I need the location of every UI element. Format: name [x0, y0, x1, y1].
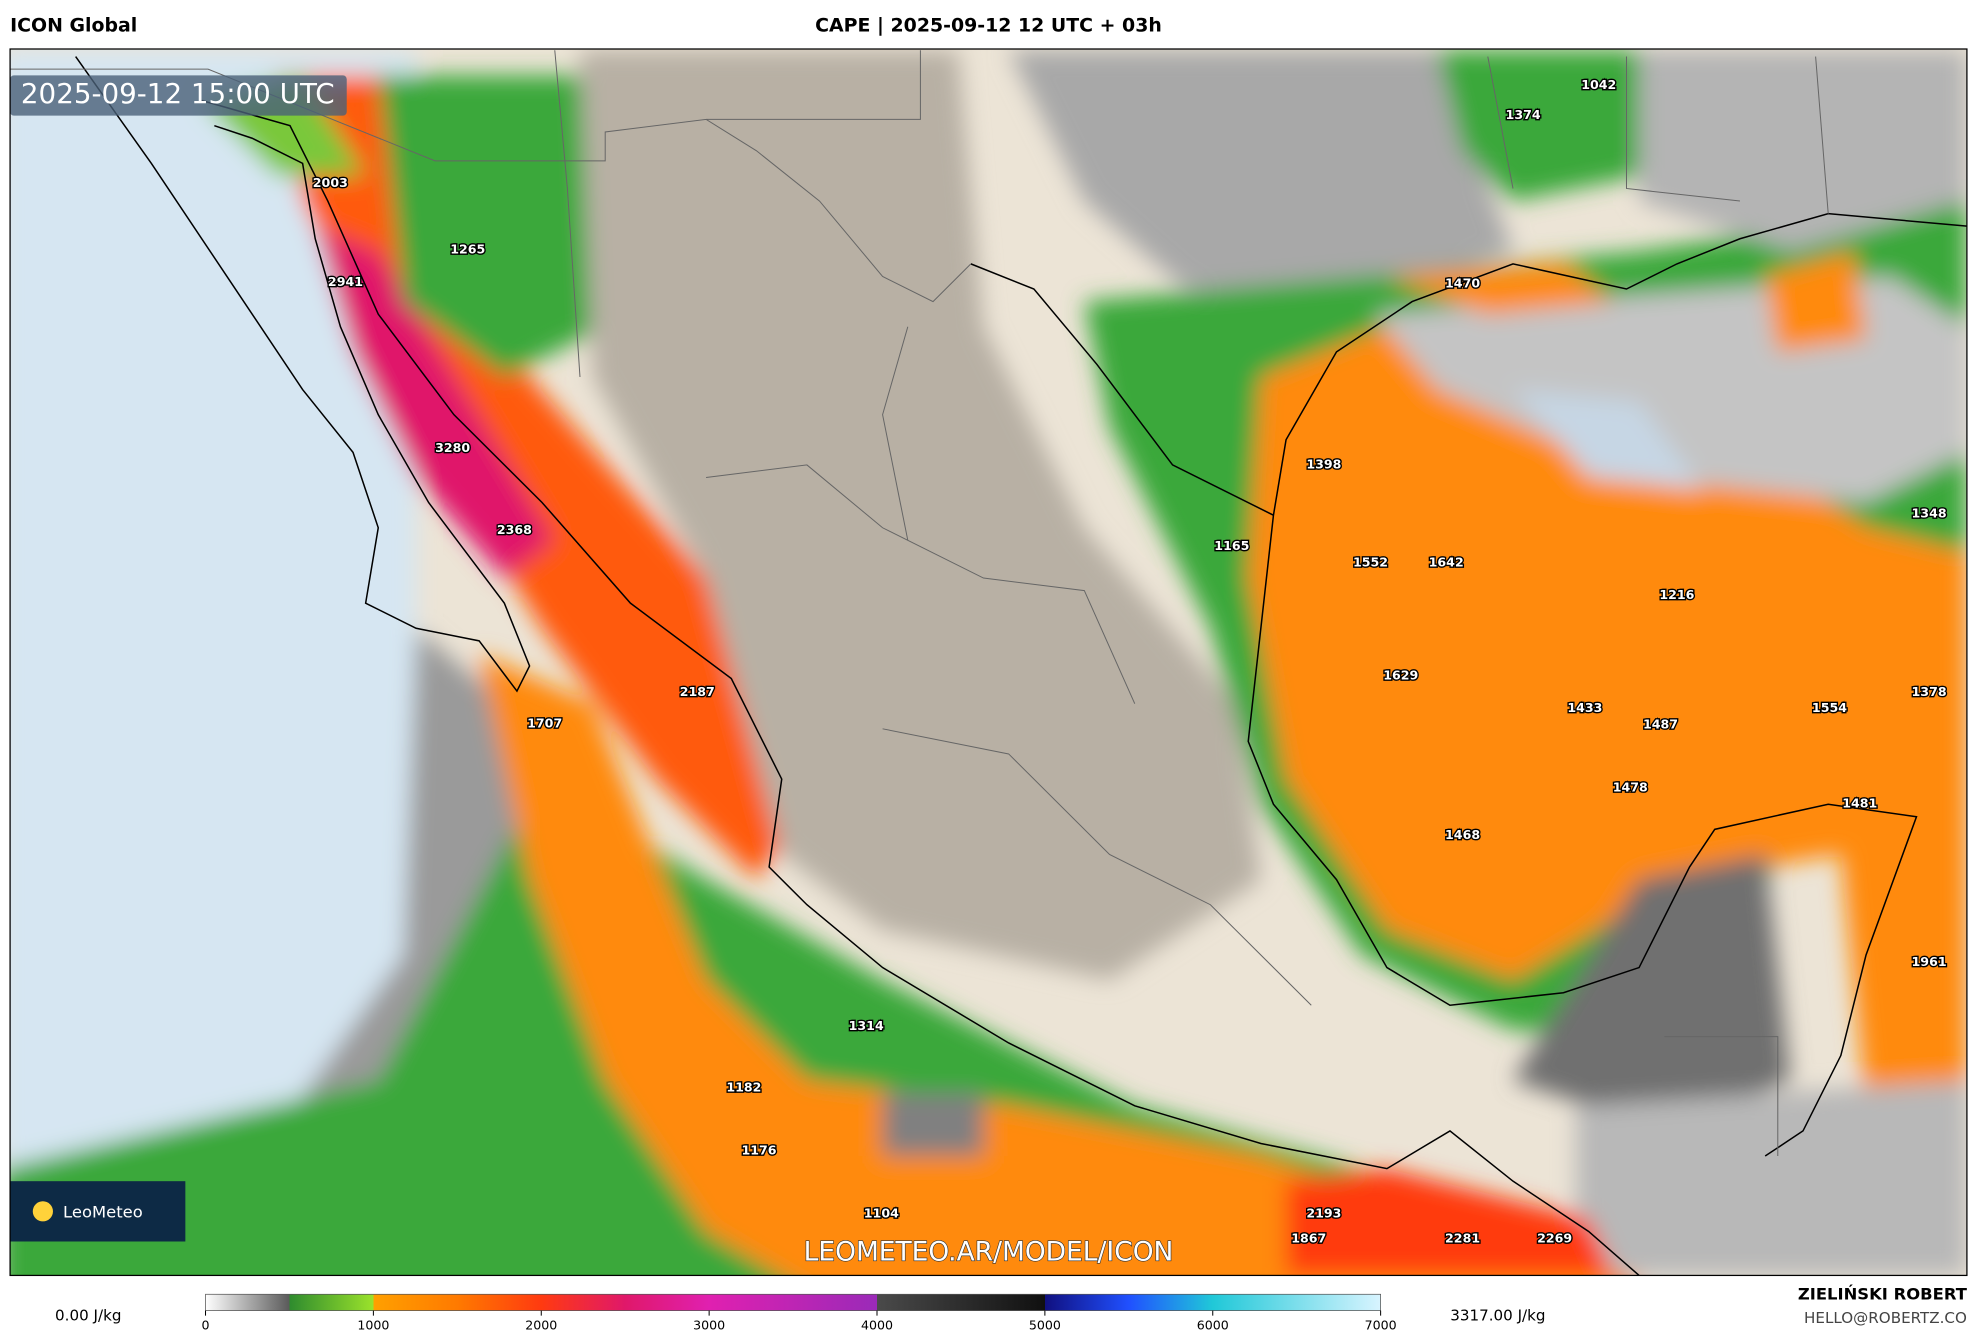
email: HELLO@ROBERTZ.CO — [1804, 1309, 1967, 1327]
point-value: 1433 — [1567, 700, 1602, 715]
point-value: 1374 — [1506, 107, 1541, 122]
point-value: 1554 — [1812, 700, 1847, 715]
map-title: CAPE | 2025-09-12 12 UTC + 03h — [815, 14, 1162, 36]
point-value: 2281 — [1445, 1231, 1480, 1246]
watermark: LEOMETEO.AR/MODEL/ICON — [804, 1236, 1174, 1267]
colorbar-tick-label: 3000 — [693, 1317, 725, 1332]
point-value: 1642 — [1429, 554, 1464, 569]
point-value: 3280 — [435, 440, 470, 455]
point-value: 1629 — [1383, 668, 1418, 683]
model-name: ICON Global — [10, 14, 137, 36]
logo: LeoMeteo — [63, 1203, 143, 1222]
min-label: 0.00 J/kg — [55, 1307, 121, 1325]
point-value: 1961 — [1912, 954, 1947, 969]
colorbar-tick-label: 7000 — [1365, 1317, 1397, 1332]
point-value: 2193 — [1306, 1205, 1341, 1220]
point-value: 1176 — [741, 1143, 776, 1158]
point-value: 2269 — [1537, 1231, 1572, 1246]
map-frame — [9, 48, 1968, 1277]
point-value: 1348 — [1912, 505, 1947, 520]
colorbar-ticks: 0 1000 2000 3000 4000 5000 6000 7000 — [202, 1310, 1397, 1332]
point-labels: 1042 1374 2003 1265 2941 1470 3280 1398 1348 2368… — [311, 76, 1948, 1247]
colorbar — [205, 1293, 1382, 1311]
point-value: 1182 — [726, 1080, 761, 1095]
point-value: 1042 — [1581, 77, 1616, 92]
colorbar-tick-label: 1000 — [357, 1317, 389, 1332]
timestamp: 2025-09-12 15:00 UTC — [21, 77, 335, 110]
point-value: 1487 — [1643, 717, 1678, 732]
colorbar-tick-label: 5000 — [1029, 1317, 1061, 1332]
timestamp-box — [10, 75, 347, 116]
point-value: 1314 — [849, 1018, 884, 1033]
point-value: 1867 — [1291, 1231, 1326, 1246]
point-value: 2187 — [680, 684, 715, 699]
colorbar-tick-label: 2000 — [525, 1317, 557, 1332]
point-value: 1470 — [1445, 276, 1480, 291]
colorbar-tick-label: 0 — [202, 1317, 210, 1332]
point-value: 1398 — [1306, 456, 1341, 471]
point-value: 1265 — [450, 242, 485, 257]
author: ZIELIŃSKI ROBERT — [1798, 1284, 1968, 1303]
point-value: 1216 — [1659, 587, 1694, 602]
max-label: 3317.00 J/kg — [1450, 1307, 1545, 1325]
map: 2025-09-12 15:00 UTC LeoMeteo LEOMETEO.A… — [10, 49, 1967, 1276]
colorbar-tick-label: 6000 — [1197, 1317, 1229, 1332]
point-value: 2003 — [313, 175, 348, 190]
point-value: 1468 — [1445, 827, 1480, 842]
point-value: 2368 — [497, 522, 532, 537]
point-value: 1707 — [527, 715, 562, 730]
point-value: 2941 — [328, 274, 363, 289]
point-value: 1104 — [864, 1205, 899, 1220]
logo-sun — [32, 1201, 53, 1222]
colorbar-tick-label: 4000 — [861, 1317, 893, 1332]
point-value: 1552 — [1353, 554, 1388, 569]
point-value: 1378 — [1912, 684, 1947, 699]
point-value: 1478 — [1613, 779, 1648, 794]
point-value: 1481 — [1842, 796, 1877, 811]
point-value: 1165 — [1214, 538, 1249, 553]
